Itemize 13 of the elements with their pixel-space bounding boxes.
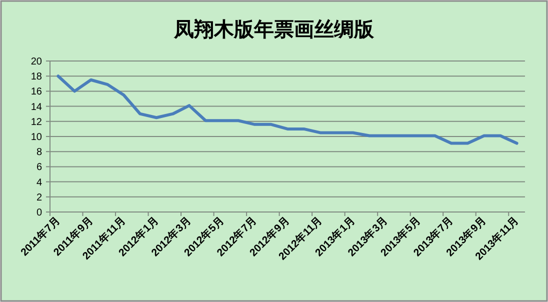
chart-title: 凤翔木版年票画丝绸版 (173, 17, 375, 41)
y-tick-label: 20 (30, 56, 42, 68)
y-tick-label: 14 (30, 102, 42, 113)
y-tick-label: 18 (30, 72, 42, 83)
line-series (56, 74, 518, 145)
y-tick-label: 6 (36, 162, 42, 174)
y-tick-label: 10 (30, 132, 42, 143)
y-tick-label: 4 (36, 177, 42, 188)
y-tick-label: 8 (36, 147, 42, 158)
y-tick-label: 2 (36, 192, 42, 204)
y-tick-label: 0 (36, 208, 42, 218)
y-tick-label: 16 (30, 86, 42, 98)
y-tick-label: 12 (30, 116, 42, 128)
